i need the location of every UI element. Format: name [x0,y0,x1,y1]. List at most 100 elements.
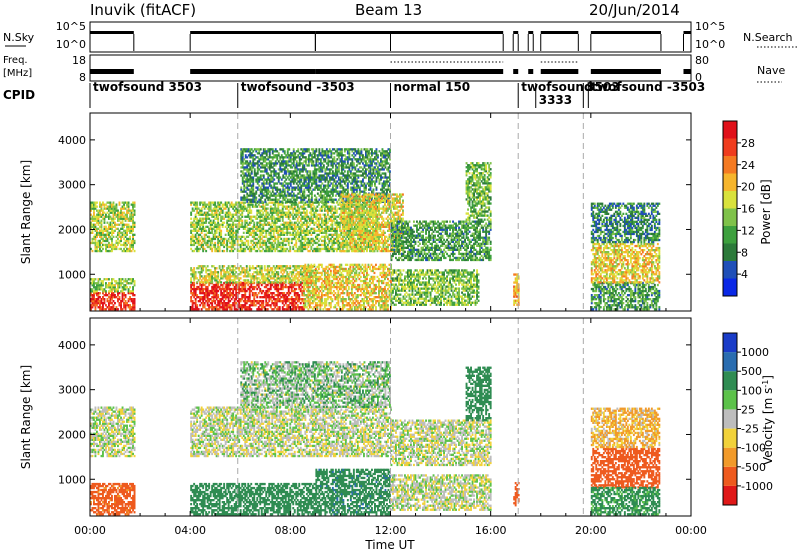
freq-traces [90,61,691,74]
power-cell [93,211,95,214]
power-cell [97,219,100,222]
power-cell [298,271,301,274]
power-cell [241,296,244,299]
power-cell [211,241,214,245]
power-cell [224,308,227,311]
power-cell [310,205,313,208]
power-cell [276,200,279,203]
power-cell [247,205,250,208]
power-cell [258,148,261,151]
power-cell [226,229,229,232]
power-cell [127,223,130,226]
power-cell [252,194,255,197]
power-cell [203,283,206,287]
power-cell [305,203,308,206]
power-cell [319,209,322,212]
power-cell [289,271,292,274]
power-cell [328,215,331,218]
power-cell [196,294,199,297]
power-cell [126,223,128,226]
power-cell [265,269,268,272]
power-cell [314,249,317,253]
power-cell [299,271,302,274]
power-cell [109,215,112,218]
power-cell [277,188,280,191]
power-cell [276,186,279,189]
power-cell [230,229,233,232]
power-cell [206,304,209,307]
power-cell [218,201,221,204]
power-cell [276,194,279,197]
power-cell [105,245,107,249]
power-cell [112,294,115,297]
power-cell [311,221,314,224]
power-cell [93,300,95,303]
power-cell [99,308,101,311]
power-cell [291,152,294,155]
power-cell [337,241,340,245]
power-cell [226,302,229,305]
power-cell [293,243,296,247]
power-cell [227,302,230,305]
power-cell [307,178,310,181]
power-cell [230,241,233,245]
power-cell [257,306,260,309]
power-cell [331,215,334,218]
power-cell [267,166,270,169]
power-cell [206,285,209,289]
power-cell [108,282,110,285]
power-cell [190,300,193,303]
power-cell [250,285,253,289]
power-cell [328,233,331,236]
power-cell [208,209,211,212]
power-cell [200,229,203,232]
power-cell [242,205,245,208]
power-cell [359,215,362,218]
power-cell [268,233,271,236]
power-cell [273,154,276,157]
power-cell [293,279,296,282]
power-cell [90,241,92,245]
power-cell [298,158,301,161]
power-cell [352,231,355,234]
power-cell [298,182,301,185]
power-cell [292,152,295,155]
power-cell [229,292,232,295]
power-cell [235,294,238,297]
power-cell [209,209,212,212]
power-cell [309,154,312,157]
power-cell [269,241,272,245]
power-cell [229,277,232,280]
power-cell [129,215,131,218]
power-cell [295,194,298,197]
power-cell [132,227,134,230]
power-cell [302,209,305,212]
power-cell [200,275,203,278]
power-cell [105,292,107,295]
power-cell [332,215,335,218]
power-cell [286,152,289,155]
power-cell [274,186,277,189]
power-cell [197,211,200,214]
power-cell [312,156,315,159]
power-cell [199,201,202,204]
power-cell [326,211,329,214]
power-cell [300,188,303,191]
power-cell [199,271,202,274]
power-cell [230,287,233,291]
station-title: Inuvik (fitACF) [90,1,196,19]
power-cell [251,219,254,222]
power-cell [100,219,103,222]
power-cell [105,286,107,289]
power-cell [199,227,202,230]
power-cell [109,306,112,309]
power-cell [262,273,265,276]
power-cell [363,241,365,245]
power-cell [214,294,217,297]
power-cell [129,306,131,309]
power-cell [292,231,295,234]
power-cell [102,239,104,243]
power-cell [208,229,211,232]
power-cell [91,225,94,228]
